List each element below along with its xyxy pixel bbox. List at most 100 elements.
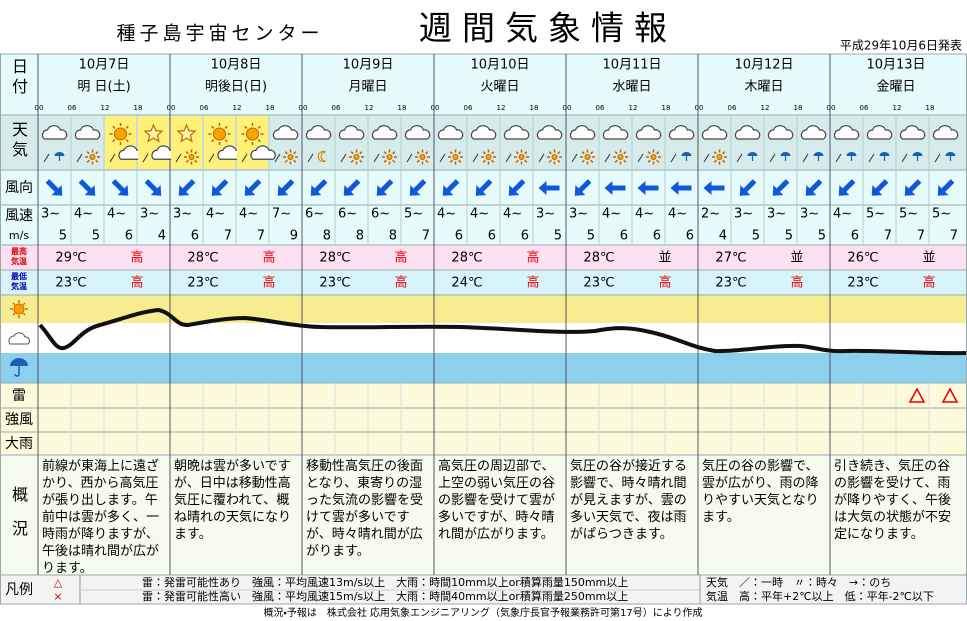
sun-ray: [491, 151, 495, 155]
wind-arrow: [442, 179, 460, 196]
wind-speed-min: 6~: [305, 207, 324, 222]
sun-ray: [416, 159, 420, 163]
wind-arrow: [937, 179, 955, 196]
weather-cell: [899, 125, 926, 163]
wind-arrow-shape: [310, 179, 328, 196]
wind-speed-max: 5: [818, 229, 826, 244]
weather-cell: [767, 125, 794, 163]
hour-label: 00: [695, 104, 704, 112]
wind-arrow-shape: [211, 179, 229, 196]
wind-speed-max: 8: [323, 229, 331, 244]
cloud-icon: [272, 125, 299, 140]
wind-arrow: [475, 179, 493, 196]
sun-ray: [425, 159, 429, 163]
cloud-icon: [899, 125, 926, 140]
weather-cell: [470, 125, 497, 165]
cloud-icon: [437, 125, 464, 140]
wind-speed-min: 4~: [437, 207, 456, 222]
legend-symbol: ×: [53, 590, 62, 603]
station-name: 種子島宇宙センター: [116, 23, 323, 45]
sun-ray: [194, 159, 198, 163]
cloud-icon: [833, 125, 860, 140]
cloud-icon: [470, 125, 497, 140]
wind-speed-min: 4~: [668, 207, 687, 222]
wind-arrow-shape: [78, 179, 96, 196]
wind-arrow-shape: [739, 179, 757, 196]
sun-ray: [524, 151, 528, 155]
high-rank: 並: [658, 251, 671, 266]
cloud-icon: [635, 125, 662, 140]
wind-arrow: [703, 181, 725, 195]
wind-arrow-shape: [244, 179, 262, 196]
sun-ray: [284, 151, 288, 155]
sun-icon: [114, 127, 127, 141]
low-rank: 高: [790, 275, 803, 291]
sun-ray: [359, 159, 363, 163]
weather-cell: [237, 116, 276, 169]
low-rank: 高: [922, 275, 935, 291]
rain-band: [0, 353, 967, 383]
weather-cell: [105, 116, 144, 169]
weekday-label: 月曜日: [348, 80, 387, 95]
low-temp: 23℃: [715, 276, 746, 291]
weather-cell: [503, 125, 530, 165]
sun-ray: [557, 159, 561, 163]
summary-text: 引き続き、気圧の谷の影響を受けて、雨が降りやすく、午後は大気の状態が不安定になり…: [834, 459, 951, 542]
hour-label: 12: [893, 104, 902, 112]
hour-label: 18: [530, 104, 539, 112]
wind-speed-max: 6: [488, 229, 496, 244]
hour-label: 00: [827, 104, 836, 112]
wind-arrow-shape: [637, 181, 659, 195]
wind-speed-max: 8: [389, 229, 397, 244]
footer: 概況・予報は 株式会社 応用気象エンジニアリング（気象庁長官予報業務許可第17号…: [263, 606, 702, 619]
sun-ray: [194, 151, 198, 155]
cloud-icon: [668, 125, 695, 140]
sun-ray: [185, 151, 189, 155]
wind-speed-min: 4~: [602, 207, 621, 222]
sub-separator: [736, 153, 743, 163]
wind-speed-min: 4~: [470, 207, 489, 222]
sun-ray: [383, 151, 387, 155]
low-temp: 23℃: [319, 276, 350, 291]
low-rank: 高: [130, 275, 143, 291]
legend-note: 気温 高：平年+2℃以上 低：平年-2℃以下: [706, 589, 934, 603]
hour-label: 18: [266, 104, 275, 112]
row-label: 概況: [12, 485, 28, 538]
wind-arrow: [45, 179, 63, 196]
sun-ray: [524, 159, 528, 163]
sun-ray: [350, 159, 354, 163]
sun-icon: [188, 154, 195, 160]
cloud-icon: [250, 145, 276, 160]
row-label: 風向: [5, 180, 33, 196]
wind-arrow-shape: [178, 179, 196, 196]
summary-text: 気圧の谷の影響で、雲が広がり、雨の降りやすい天気となります。: [702, 459, 819, 525]
hour-label: 06: [332, 104, 341, 112]
wind-speed-max: 7: [884, 229, 892, 244]
weekday-label: 火曜日: [480, 80, 519, 95]
wind-arrow: [376, 179, 394, 196]
umbrella-icon: [54, 152, 65, 156]
wind-arrow-shape: [144, 179, 162, 196]
low-rank: 高: [658, 275, 671, 291]
sun-ray: [713, 159, 717, 163]
date-label: 10月10日: [470, 58, 529, 73]
umbrella-icon: [813, 152, 824, 156]
wind-arrow-shape: [604, 181, 626, 195]
hour-label: 06: [464, 104, 473, 112]
wind-speed-min: 4~: [635, 207, 654, 222]
sub-separator: [934, 153, 941, 163]
sun-ray: [211, 125, 215, 129]
row-label: 日付: [12, 57, 29, 96]
hour-label: 18: [398, 104, 407, 112]
weather-cell: [932, 125, 959, 163]
row-label: 強風: [5, 412, 33, 428]
sun-ray: [722, 159, 726, 163]
sun-ray: [112, 139, 116, 143]
weather-cell: [272, 125, 299, 165]
sun-icon: [584, 154, 591, 160]
sun-ray: [359, 151, 363, 155]
date-label: 10月12日: [734, 58, 793, 73]
high-rank: 並: [790, 251, 803, 266]
wind-speed-min: 3~: [800, 207, 819, 222]
